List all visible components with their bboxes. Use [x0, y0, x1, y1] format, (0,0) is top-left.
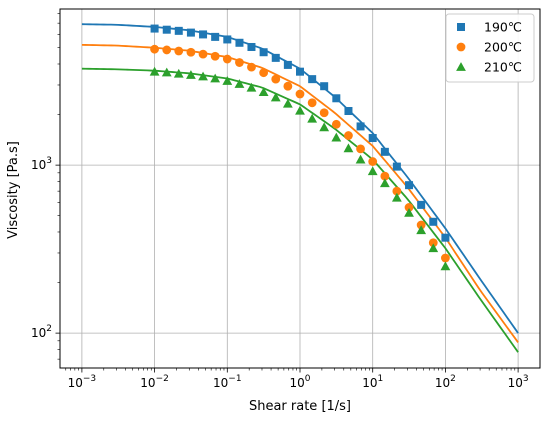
- data-point-square: [344, 107, 353, 116]
- data-point-square: [308, 75, 317, 84]
- data-point-circle: [235, 58, 244, 67]
- data-point-square: [392, 162, 401, 171]
- data-markers: [149, 24, 451, 271]
- data-point-circle: [198, 49, 208, 59]
- data-point-square: [380, 147, 389, 156]
- data-point-square: [223, 35, 232, 44]
- legend-label: 210℃: [484, 60, 522, 75]
- x-tick-label: 10−3: [68, 374, 97, 390]
- data-point-square: [150, 24, 159, 33]
- data-point-square: [405, 181, 414, 190]
- data-point-triangle: [198, 71, 208, 81]
- data-point-triangle: [282, 98, 293, 108]
- data-point-triangle: [234, 79, 245, 88]
- data-point-square: [174, 26, 183, 35]
- data-point-square: [235, 38, 244, 47]
- data-point-triangle: [428, 243, 439, 253]
- data-point-square: [356, 122, 365, 131]
- legend: 190℃ 200℃ 210℃: [445, 13, 535, 83]
- data-point-triangle: [161, 67, 172, 77]
- data-point-triangle: [343, 143, 354, 153]
- data-point-triangle: [331, 132, 342, 142]
- x-tick-label: 10−2: [140, 374, 169, 390]
- x-tick-label: 100: [289, 374, 310, 390]
- data-point-triangle: [355, 154, 366, 164]
- data-point-triangle: [222, 76, 233, 85]
- data-point-circle: [331, 119, 341, 129]
- x-tick-label: 103: [508, 374, 529, 390]
- x-tick-label: 101: [362, 374, 383, 390]
- data-point-square: [441, 233, 450, 242]
- x-tick-label: 10−1: [213, 374, 242, 390]
- data-point-square: [332, 94, 341, 103]
- data-point-circle: [380, 171, 390, 181]
- data-point-triangle: [416, 225, 427, 235]
- data-point-square: [368, 134, 377, 143]
- data-point-square: [320, 82, 329, 91]
- data-point-triangle: [186, 70, 196, 79]
- data-point-circle: [404, 203, 414, 212]
- data-point-square: [211, 32, 220, 41]
- legend-label: 200℃: [484, 40, 522, 55]
- data-point-square: [417, 200, 426, 209]
- data-point-triangle: [307, 113, 318, 123]
- data-point-triangle: [367, 166, 378, 176]
- data-point-square: [186, 28, 195, 37]
- legend-marker-square: [457, 23, 465, 31]
- y-axis-label: Viscosity [Pa.s]: [6, 141, 21, 239]
- data-point-circle: [186, 47, 196, 57]
- data-point-circle: [441, 253, 450, 263]
- data-point-circle: [210, 51, 220, 61]
- data-point-triangle: [440, 261, 451, 271]
- data-point-square: [429, 217, 438, 226]
- data-point-circle: [247, 62, 256, 72]
- data-point-square: [283, 60, 292, 69]
- data-point-triangle: [246, 82, 257, 92]
- data-point-triangle: [173, 68, 184, 78]
- data-point-circle: [271, 74, 281, 84]
- legend-marker-circle: [456, 42, 466, 52]
- legend-box: [445, 13, 535, 83]
- data-point-circle: [174, 46, 184, 56]
- data-point-circle: [392, 186, 402, 196]
- data-point-circle: [319, 108, 329, 118]
- data-point-circle: [368, 157, 378, 166]
- data-point-triangle: [295, 105, 305, 115]
- data-point-square: [247, 42, 256, 51]
- data-point-triangle: [149, 66, 160, 76]
- data-point-circle: [356, 144, 365, 154]
- data-point-square: [162, 25, 171, 34]
- legend-label: 190℃: [484, 20, 522, 35]
- data-point-square: [199, 30, 208, 39]
- x-tick-label: 102: [435, 374, 456, 390]
- legend-marker-triangle: [456, 62, 466, 71]
- data-point-circle: [428, 238, 438, 248]
- y-tick-label: 103: [31, 156, 52, 172]
- data-point-triangle: [379, 178, 390, 188]
- data-point-square: [259, 48, 268, 57]
- data-point-circle: [344, 131, 353, 140]
- data-point-triangle: [210, 73, 221, 83]
- data-point-triangle: [404, 207, 414, 217]
- data-point-circle: [259, 68, 269, 78]
- data-point-circle: [222, 54, 232, 64]
- data-point-triangle: [391, 192, 402, 202]
- data-point-circle: [283, 81, 293, 91]
- y-tick-label: 102: [31, 324, 52, 340]
- axis-ticks: 10−3 10−2 10−1 100 101 102 103 102 103: [31, 13, 529, 390]
- data-point-triangle: [319, 122, 330, 132]
- data-point-square: [271, 53, 280, 62]
- data-point-circle: [295, 89, 305, 99]
- data-point-square: [296, 67, 304, 76]
- data-point-circle: [150, 44, 159, 54]
- data-point-triangle: [258, 87, 269, 97]
- data-point-triangle: [270, 92, 281, 102]
- data-point-circle: [416, 220, 426, 230]
- data-point-circle: [307, 98, 317, 108]
- x-axis-label: Shear rate [1/s]: [249, 399, 351, 414]
- data-point-circle: [162, 45, 172, 55]
